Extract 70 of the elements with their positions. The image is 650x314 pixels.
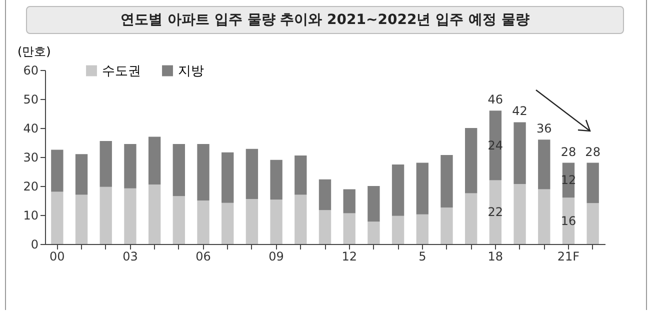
y-tick-label: 0 xyxy=(30,238,38,252)
bar xyxy=(416,162,428,214)
y-tick-label: 30 xyxy=(23,150,38,164)
bar xyxy=(148,136,161,185)
legend-label: 지방 xyxy=(178,64,204,79)
bar xyxy=(294,156,307,195)
bar xyxy=(343,213,356,244)
data-label: 22 xyxy=(488,205,504,220)
y-tick-label: 40 xyxy=(23,122,38,136)
x-tick-label: 03 xyxy=(122,250,138,264)
bar xyxy=(246,199,258,244)
bar xyxy=(100,141,112,187)
x-tick-label: 00 xyxy=(50,250,65,264)
y-tick-label: 10 xyxy=(23,208,38,222)
total-label: 36 xyxy=(536,122,552,136)
y-tick-label: 60 xyxy=(23,64,38,78)
bar xyxy=(440,154,453,208)
bar xyxy=(197,144,210,200)
bar xyxy=(440,207,453,244)
x-tick-label: 12 xyxy=(342,250,357,264)
bar xyxy=(51,192,64,244)
bar xyxy=(197,200,210,244)
data-label: 16 xyxy=(560,214,576,228)
bar xyxy=(270,160,282,200)
bar xyxy=(538,189,550,244)
bar xyxy=(246,148,258,200)
total-label: 42 xyxy=(512,104,528,118)
total-label: 28 xyxy=(560,144,576,159)
bar xyxy=(51,150,64,192)
bar xyxy=(172,196,185,244)
bar xyxy=(270,200,282,244)
legend-label: 수도권 xyxy=(102,64,141,79)
bar xyxy=(75,194,88,244)
y-tick-label: 50 xyxy=(23,92,38,106)
bar xyxy=(465,128,478,194)
chart-title: 연도별 아파트 입주 물량 추이와 2021~2022년 입주 예정 물량 xyxy=(26,6,624,34)
bar xyxy=(318,210,332,244)
bar xyxy=(514,122,526,184)
y-tick-label: 20 xyxy=(23,180,38,194)
bar xyxy=(124,144,136,188)
x-tick-label: 5 xyxy=(418,250,426,264)
bar xyxy=(75,154,88,195)
bar xyxy=(100,186,112,244)
bar xyxy=(222,152,234,203)
bar xyxy=(318,179,332,210)
bar xyxy=(562,198,575,244)
bar xyxy=(172,144,185,196)
bar xyxy=(368,186,380,222)
bar xyxy=(148,184,161,244)
bar xyxy=(294,194,307,244)
bar xyxy=(392,216,404,244)
bar xyxy=(124,188,136,244)
bar xyxy=(465,193,478,244)
bar xyxy=(368,222,380,244)
bar xyxy=(343,189,356,214)
bar xyxy=(392,164,404,216)
total-label: 46 xyxy=(488,92,504,107)
x-tick-label: 06 xyxy=(196,250,211,264)
y-axis-title: (만호) xyxy=(18,44,51,58)
x-tick-label: 18 xyxy=(488,250,504,264)
x-tick-label: 09 xyxy=(268,250,284,264)
bar xyxy=(514,184,526,244)
bar xyxy=(538,140,550,190)
bar xyxy=(489,180,502,244)
bar xyxy=(586,203,599,244)
bar xyxy=(222,202,234,244)
bar xyxy=(416,214,428,244)
bar xyxy=(586,162,599,204)
x-tick-label: 21F xyxy=(557,250,580,264)
total-label: 28 xyxy=(585,144,600,159)
